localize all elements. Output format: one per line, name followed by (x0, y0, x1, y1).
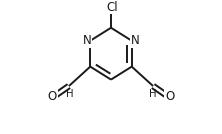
Text: H: H (66, 90, 73, 99)
Text: H: H (149, 90, 156, 99)
Text: O: O (165, 90, 174, 103)
Text: O: O (48, 90, 57, 103)
Text: Cl: Cl (107, 1, 118, 14)
Text: N: N (131, 34, 139, 47)
Text: N: N (83, 34, 91, 47)
